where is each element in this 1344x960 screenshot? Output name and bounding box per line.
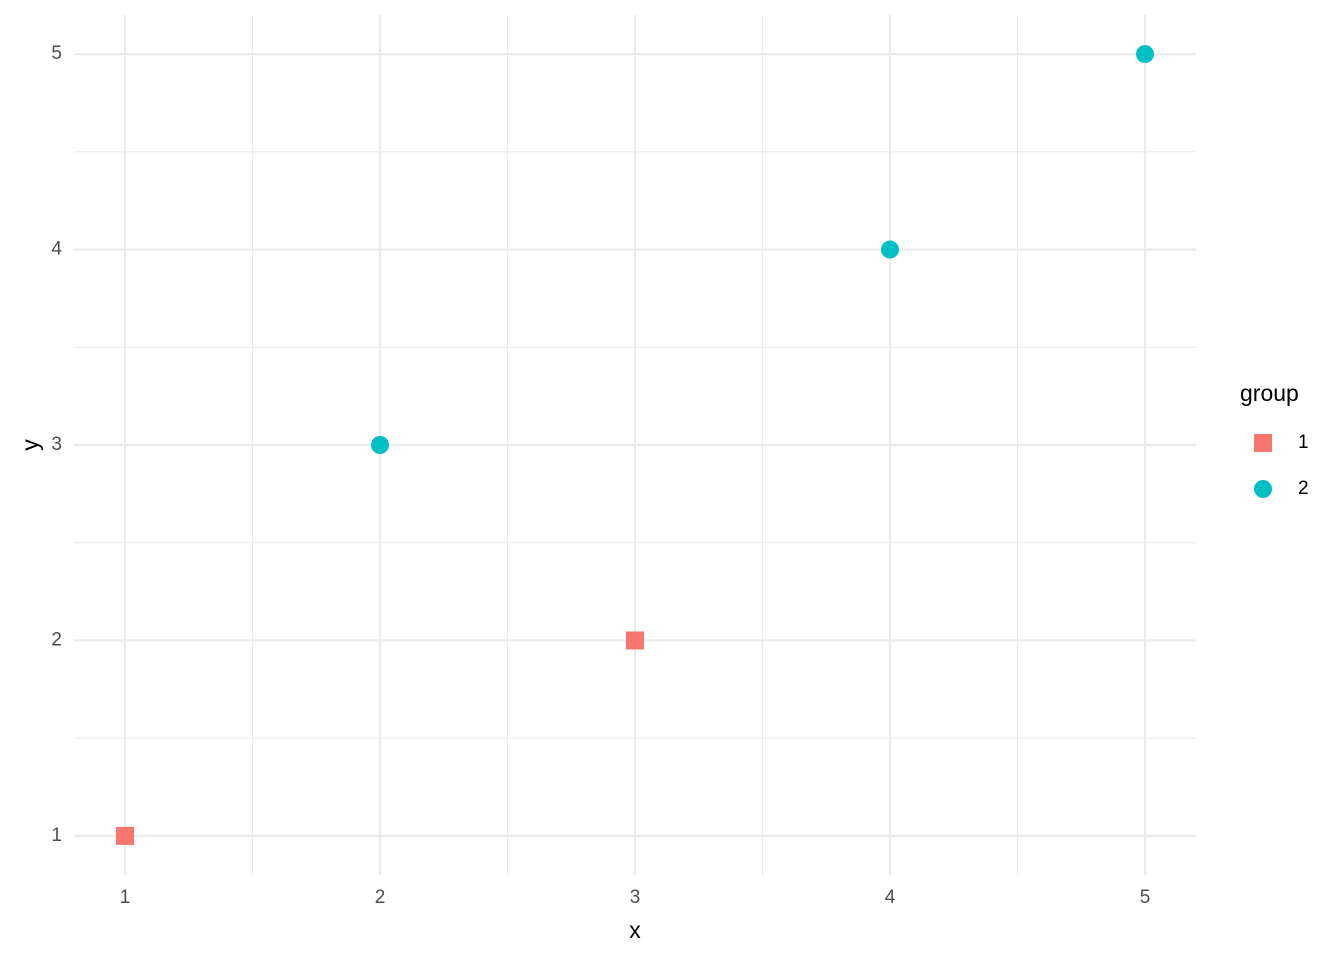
y-tick-label: 4 — [51, 239, 62, 260]
point — [116, 826, 134, 845]
y-tick-label: 3 — [51, 434, 62, 455]
point — [371, 436, 389, 454]
x-tick-label: 3 — [630, 887, 641, 908]
x-axis-title: x — [629, 917, 641, 943]
x-tick-label: 4 — [885, 887, 896, 908]
y-tick-label: 2 — [51, 629, 62, 650]
x-tick-label: 2 — [375, 887, 386, 908]
point — [1136, 45, 1154, 64]
legend-label: 2 — [1298, 478, 1309, 499]
point — [881, 240, 899, 259]
legend-label: 1 — [1298, 432, 1309, 453]
y-axis-title: y — [17, 439, 43, 451]
y-tick-label: 5 — [51, 43, 62, 64]
legend-title: group — [1240, 380, 1299, 406]
y-tick-label: 1 — [51, 825, 62, 846]
legend-key — [1254, 480, 1272, 498]
legend-key — [1254, 434, 1272, 452]
x-tick-label: 5 — [1140, 887, 1151, 908]
x-tick-label: 1 — [120, 887, 131, 908]
point — [626, 631, 644, 650]
